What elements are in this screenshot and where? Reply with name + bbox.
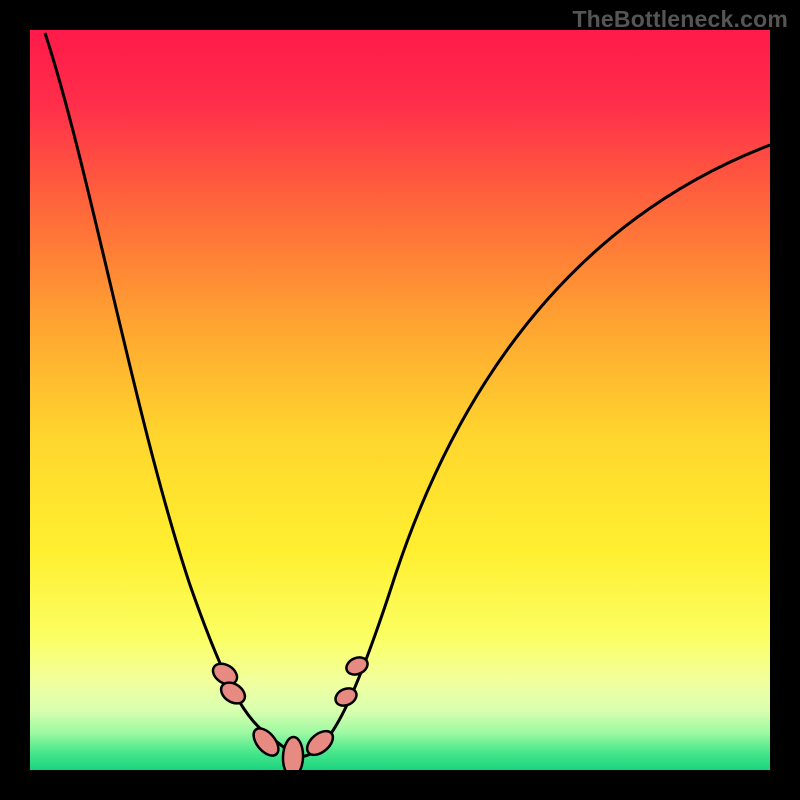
watermark-text: TheBottleneck.com: [572, 6, 788, 33]
gradient-plot-bg: [30, 30, 770, 770]
bottleneck-chart: [0, 0, 800, 800]
